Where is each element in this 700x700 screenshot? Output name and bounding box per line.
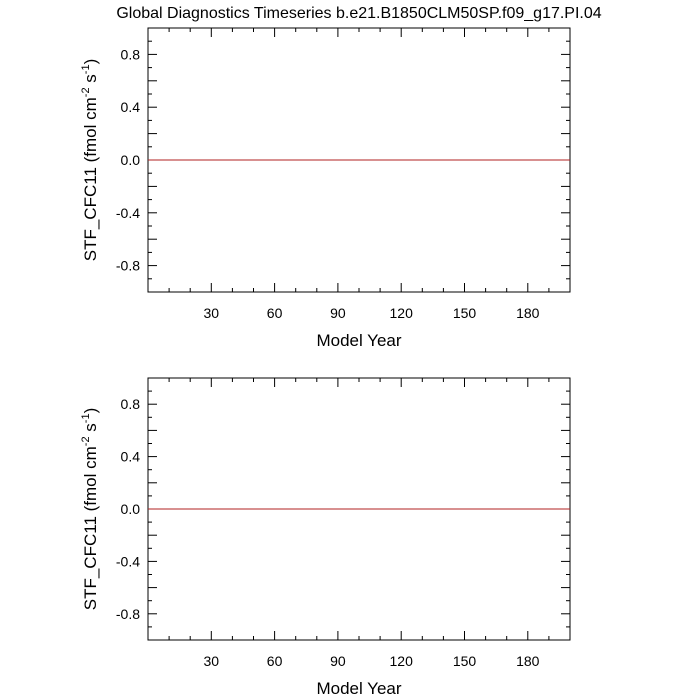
x-axis-label: Model Year <box>316 679 401 698</box>
y-axis-label-mid: s <box>81 423 100 436</box>
y-axis-label-main: STF_CFC11 (fmol cm <box>81 446 100 610</box>
y-axis-label-exp1: -2 <box>80 87 92 97</box>
y-axis-label: STF_CFC11 (fmol cm-2 s-1) <box>80 59 100 262</box>
y-axis-label-end: ) <box>81 408 100 414</box>
y-tick-label: 0.8 <box>121 396 141 412</box>
x-tick-label: 30 <box>204 653 220 669</box>
x-tick-label: 180 <box>516 653 540 669</box>
y-tick-label: 0.0 <box>121 501 141 517</box>
x-tick-label: 90 <box>330 653 346 669</box>
y-tick-label: 0.4 <box>121 99 141 115</box>
x-tick-label: 120 <box>390 653 414 669</box>
y-tick-label: -0.4 <box>116 205 140 221</box>
y-tick-label: -0.4 <box>116 553 140 569</box>
y-axis-label-mid: s <box>81 74 100 87</box>
chart-title: Global Diagnostics Timeseries b.e21.B185… <box>116 5 601 22</box>
x-tick-label: 30 <box>204 305 220 321</box>
y-tick-label: -0.8 <box>116 606 140 622</box>
y-tick-label: -0.8 <box>116 258 140 274</box>
chart-panel-1: 30 60 90 120 150 180 -0.8 -0.4 0.0 0.4 0.8 Model Ye… <box>80 27 571 350</box>
y-axis-label-exp2: -1 <box>80 413 92 423</box>
y-tick-label: 0.0 <box>121 152 141 168</box>
y-axis-label-main: STF_CFC11 (fmol cm <box>81 97 100 261</box>
y-axis-label: STF_CFC11 (fmol cm-2 s-1) <box>80 408 100 611</box>
y-tick-label: 0.8 <box>121 46 141 62</box>
x-axis-label: Model Year <box>316 331 401 350</box>
x-tick-label: 180 <box>516 305 540 321</box>
x-tick-label: 120 <box>390 305 414 321</box>
x-tick-label: 150 <box>453 653 477 669</box>
chart-panel-2: 30 60 90 120 150 180 -0.8 -0.4 0.0 0.4 0.8 Model Ye… <box>80 377 571 698</box>
y-axis-label-exp2: -1 <box>80 64 92 74</box>
y-tick-label: 0.4 <box>121 449 141 465</box>
y-axis-label-exp1: -2 <box>80 436 92 446</box>
x-tick-label: 60 <box>267 653 283 669</box>
y-axis-label-end: ) <box>81 59 100 65</box>
x-tick-label: 60 <box>267 305 283 321</box>
x-tick-label: 150 <box>453 305 477 321</box>
x-tick-label: 90 <box>330 305 346 321</box>
